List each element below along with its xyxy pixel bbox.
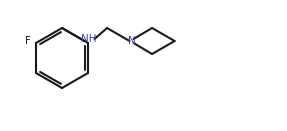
Text: N: N [128, 36, 135, 46]
Text: NH: NH [81, 34, 96, 44]
Text: F: F [25, 37, 31, 47]
